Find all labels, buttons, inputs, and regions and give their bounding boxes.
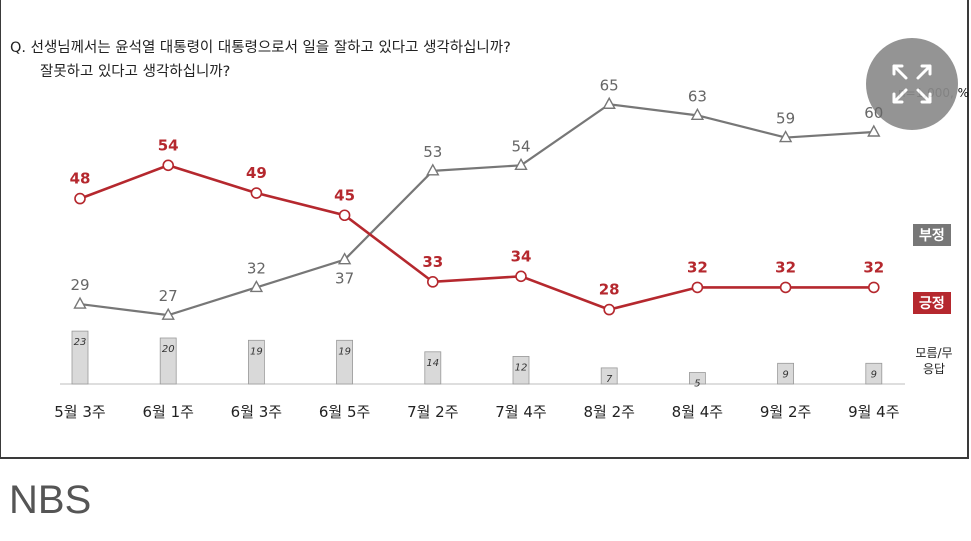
dk-bar-label: 9 (871, 369, 877, 380)
dk-bar (512, 355, 530, 385)
dk-bar (777, 362, 794, 385)
legend-negative: 부정 (913, 224, 951, 246)
negative-point (426, 163, 440, 176)
positive-value-label: 34 (511, 247, 532, 265)
negative-point (514, 157, 528, 171)
positive-point (867, 281, 880, 294)
positive-point (515, 270, 527, 283)
negative-value-label: 60 (864, 104, 883, 122)
dk-bar-label: 5 (694, 379, 700, 390)
positive-value-label: 32 (775, 258, 796, 276)
x-tick-label: 9월 4주 (848, 403, 899, 421)
dk-bar-label: 12 (515, 362, 528, 373)
negative-point (867, 124, 881, 137)
positive-line (79, 163, 874, 311)
dk-bar-label: 23 (74, 337, 87, 348)
source-label: NBS (9, 478, 92, 522)
positive-point (74, 192, 86, 205)
positive-value-label: 54 (158, 136, 179, 154)
negative-value-label: 29 (70, 276, 89, 294)
positive-value-label: 49 (246, 164, 267, 182)
x-tick-label: 6월 5주 (319, 403, 370, 421)
dk-bar (689, 372, 706, 385)
x-tick-label: 6월 1주 (142, 403, 193, 421)
x-tick-label: 7월 2주 (407, 403, 458, 421)
dk-bar (600, 367, 618, 385)
dk-bar (424, 351, 442, 385)
x-tick-label: 9월 2주 (760, 403, 811, 421)
negative-point (778, 130, 793, 143)
dk-bar-label: 14 (426, 358, 439, 369)
positive-point (162, 159, 174, 172)
negative-value-label: 37 (335, 270, 354, 288)
positive-value-label: 32 (687, 258, 708, 276)
question-line-1: Q. 선생님께서는 윤석열 대통령이 대통령으로서 일을 잘하고 있다고 생각하… (10, 40, 511, 56)
negative-value-label: 65 (600, 76, 619, 94)
x-tick-label: 8월 4주 (672, 403, 723, 421)
dk-bar-label: 19 (250, 346, 263, 357)
legend-dk: 모름/무응답 (915, 346, 953, 376)
positive-point (250, 187, 263, 199)
positive-point (779, 281, 792, 294)
negative-point (602, 96, 616, 109)
dk-bar (865, 362, 883, 385)
negative-value-label: 59 (776, 110, 795, 128)
dk-bar (336, 339, 354, 385)
x-tick-label: 7월 4주 (495, 403, 546, 421)
negative-value-label: 53 (423, 143, 442, 161)
negative-value-label: 32 (247, 259, 266, 277)
positive-point (603, 303, 616, 316)
dk-bar-label: 9 (782, 369, 788, 380)
x-tick-label: 8월 2주 (583, 403, 634, 421)
negative-value-label: 27 (159, 287, 178, 305)
dk-bar (71, 330, 89, 385)
dk-bar-label: 7 (606, 374, 613, 385)
positive-value-label: 45 (334, 186, 355, 204)
dk-bar-label: 20 (162, 344, 175, 355)
dk-bar (159, 337, 177, 385)
negative-value-label: 54 (511, 137, 530, 155)
positive-value-label: 33 (422, 253, 443, 271)
negative-line (79, 103, 874, 317)
positive-point (338, 209, 351, 222)
positive-value-label: 32 (863, 258, 884, 276)
expand-icon (892, 64, 932, 104)
negative-point (249, 279, 264, 293)
negative-point (73, 296, 87, 309)
question-line-2: 잘못하고 있다고 생각하십니까? (40, 64, 231, 80)
negative-point (337, 252, 352, 265)
x-tick-label: 5월 3주 (54, 403, 105, 421)
fullscreen-button[interactable] (866, 38, 958, 130)
dk-bar-label: 19 (338, 346, 351, 357)
negative-point (690, 107, 705, 121)
positive-point (426, 276, 439, 288)
positive-point (691, 281, 704, 294)
positive-value-label: 28 (599, 281, 620, 299)
negative-point (161, 307, 175, 320)
legend-positive: 긍정 (913, 292, 951, 314)
x-tick-label: 6월 3주 (231, 403, 282, 421)
dk-bar (247, 339, 265, 385)
positive-value-label: 48 (70, 170, 91, 188)
negative-value-label: 63 (688, 87, 707, 105)
